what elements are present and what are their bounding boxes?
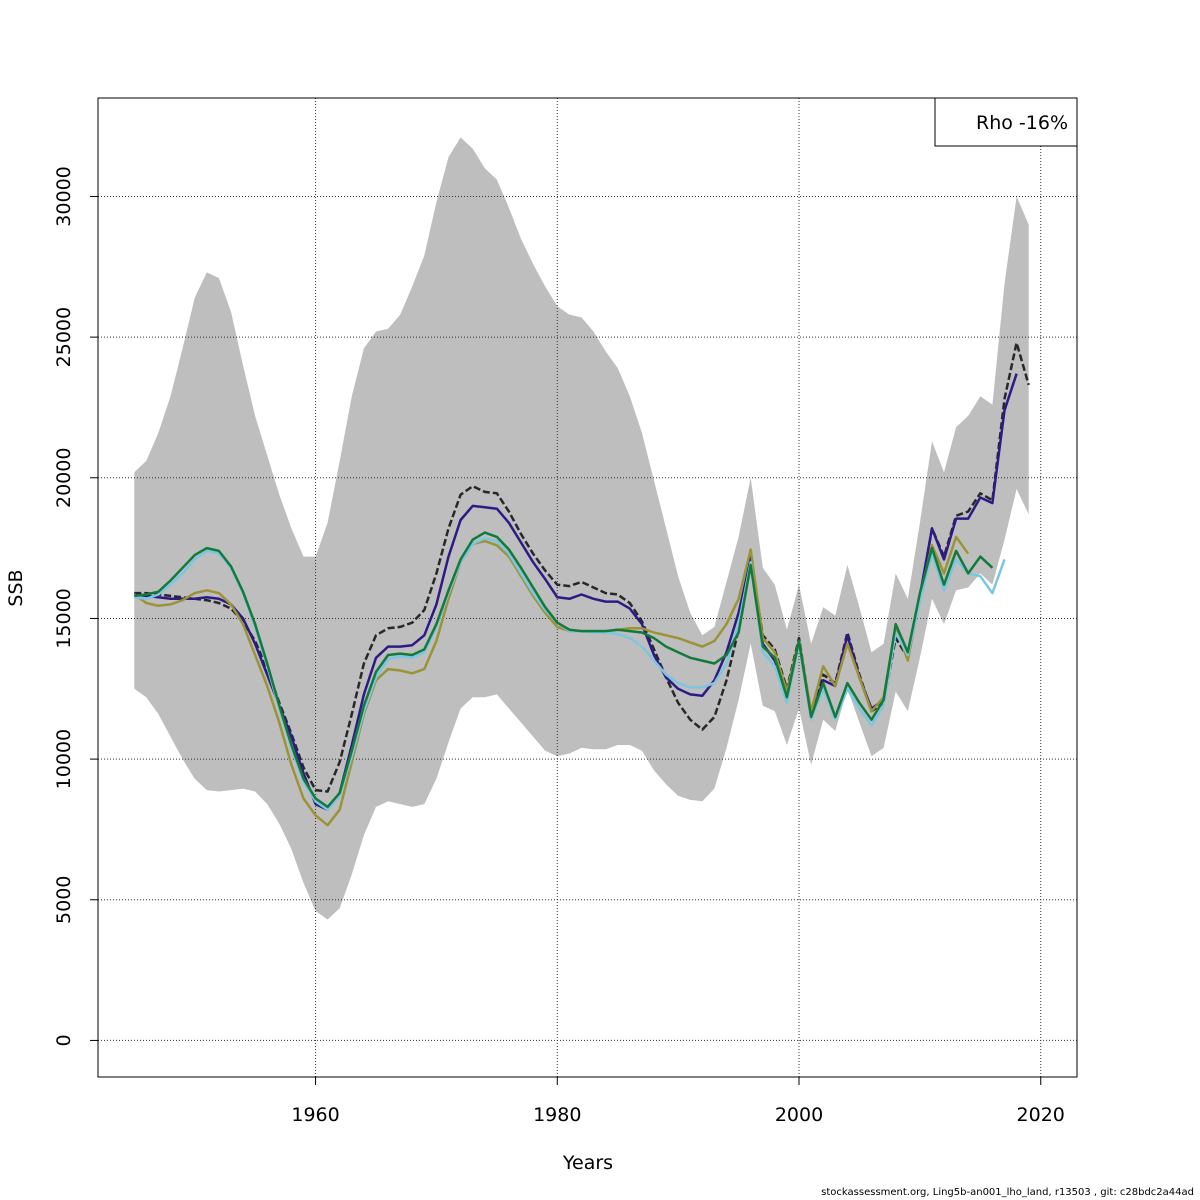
y-tick-label: 10000: [53, 729, 75, 789]
y-tick-label: 15000: [53, 588, 75, 648]
y-tick-label: 25000: [53, 307, 75, 367]
series-lines: [133, 341, 1030, 827]
y-tick-label: 30000: [53, 166, 75, 226]
legend-text: Rho -16%: [976, 112, 1068, 134]
axes: 1960 1980 2000 2020 0 5000 10000 15000 20000 2500…: [53, 166, 1065, 1126]
x-tick-label: 2000: [775, 1104, 823, 1126]
footer-credit: stockassessment.org, Ling5b-an001_lho_la…: [821, 1187, 1194, 1198]
x-tick-label: 1980: [533, 1104, 581, 1126]
series-line-2: [133, 535, 970, 827]
y-tick-label: 20000: [53, 448, 75, 508]
legend-box: [934, 97, 1078, 147]
y-tick-label: 5000: [53, 876, 75, 924]
y-axis-title: SSB: [5, 569, 27, 606]
plot-frame: [97, 97, 1078, 1078]
y-tick-label: 0: [53, 1034, 75, 1046]
x-tick-label: 1960: [291, 1104, 339, 1126]
grid-lines: [98, 98, 1077, 1077]
series-line-4: [134, 531, 994, 809]
legend: Rho -16%: [934, 97, 1078, 147]
x-tick-label: 2020: [1017, 1104, 1065, 1126]
x-axis-title: Years: [562, 1152, 613, 1174]
